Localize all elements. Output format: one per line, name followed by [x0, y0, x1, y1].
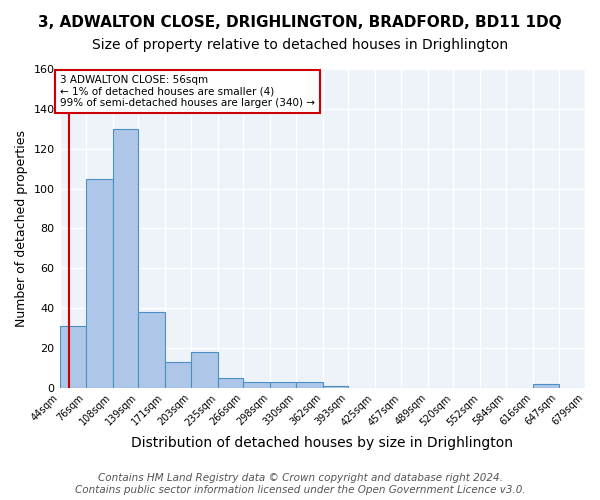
Bar: [86, 178, 113, 388]
Bar: [113, 129, 138, 388]
Bar: [323, 386, 349, 388]
Text: 3, ADWALTON CLOSE, DRIGHLINGTON, BRADFORD, BD11 1DQ: 3, ADWALTON CLOSE, DRIGHLINGTON, BRADFOR…: [38, 15, 562, 30]
Text: Contains HM Land Registry data © Crown copyright and database right 2024.
Contai: Contains HM Land Registry data © Crown c…: [74, 474, 526, 495]
X-axis label: Distribution of detached houses by size in Drighlington: Distribution of detached houses by size …: [131, 436, 513, 450]
Bar: [270, 382, 296, 388]
Bar: [218, 378, 243, 388]
Bar: [138, 312, 164, 388]
Bar: [191, 352, 218, 388]
Y-axis label: Number of detached properties: Number of detached properties: [15, 130, 28, 327]
Bar: [296, 382, 323, 388]
Bar: [533, 384, 559, 388]
Bar: [164, 362, 191, 388]
Bar: [243, 382, 270, 388]
Text: 3 ADWALTON CLOSE: 56sqm
← 1% of detached houses are smaller (4)
99% of semi-deta: 3 ADWALTON CLOSE: 56sqm ← 1% of detached…: [60, 75, 315, 108]
Bar: [59, 326, 86, 388]
Text: Size of property relative to detached houses in Drighlington: Size of property relative to detached ho…: [92, 38, 508, 52]
